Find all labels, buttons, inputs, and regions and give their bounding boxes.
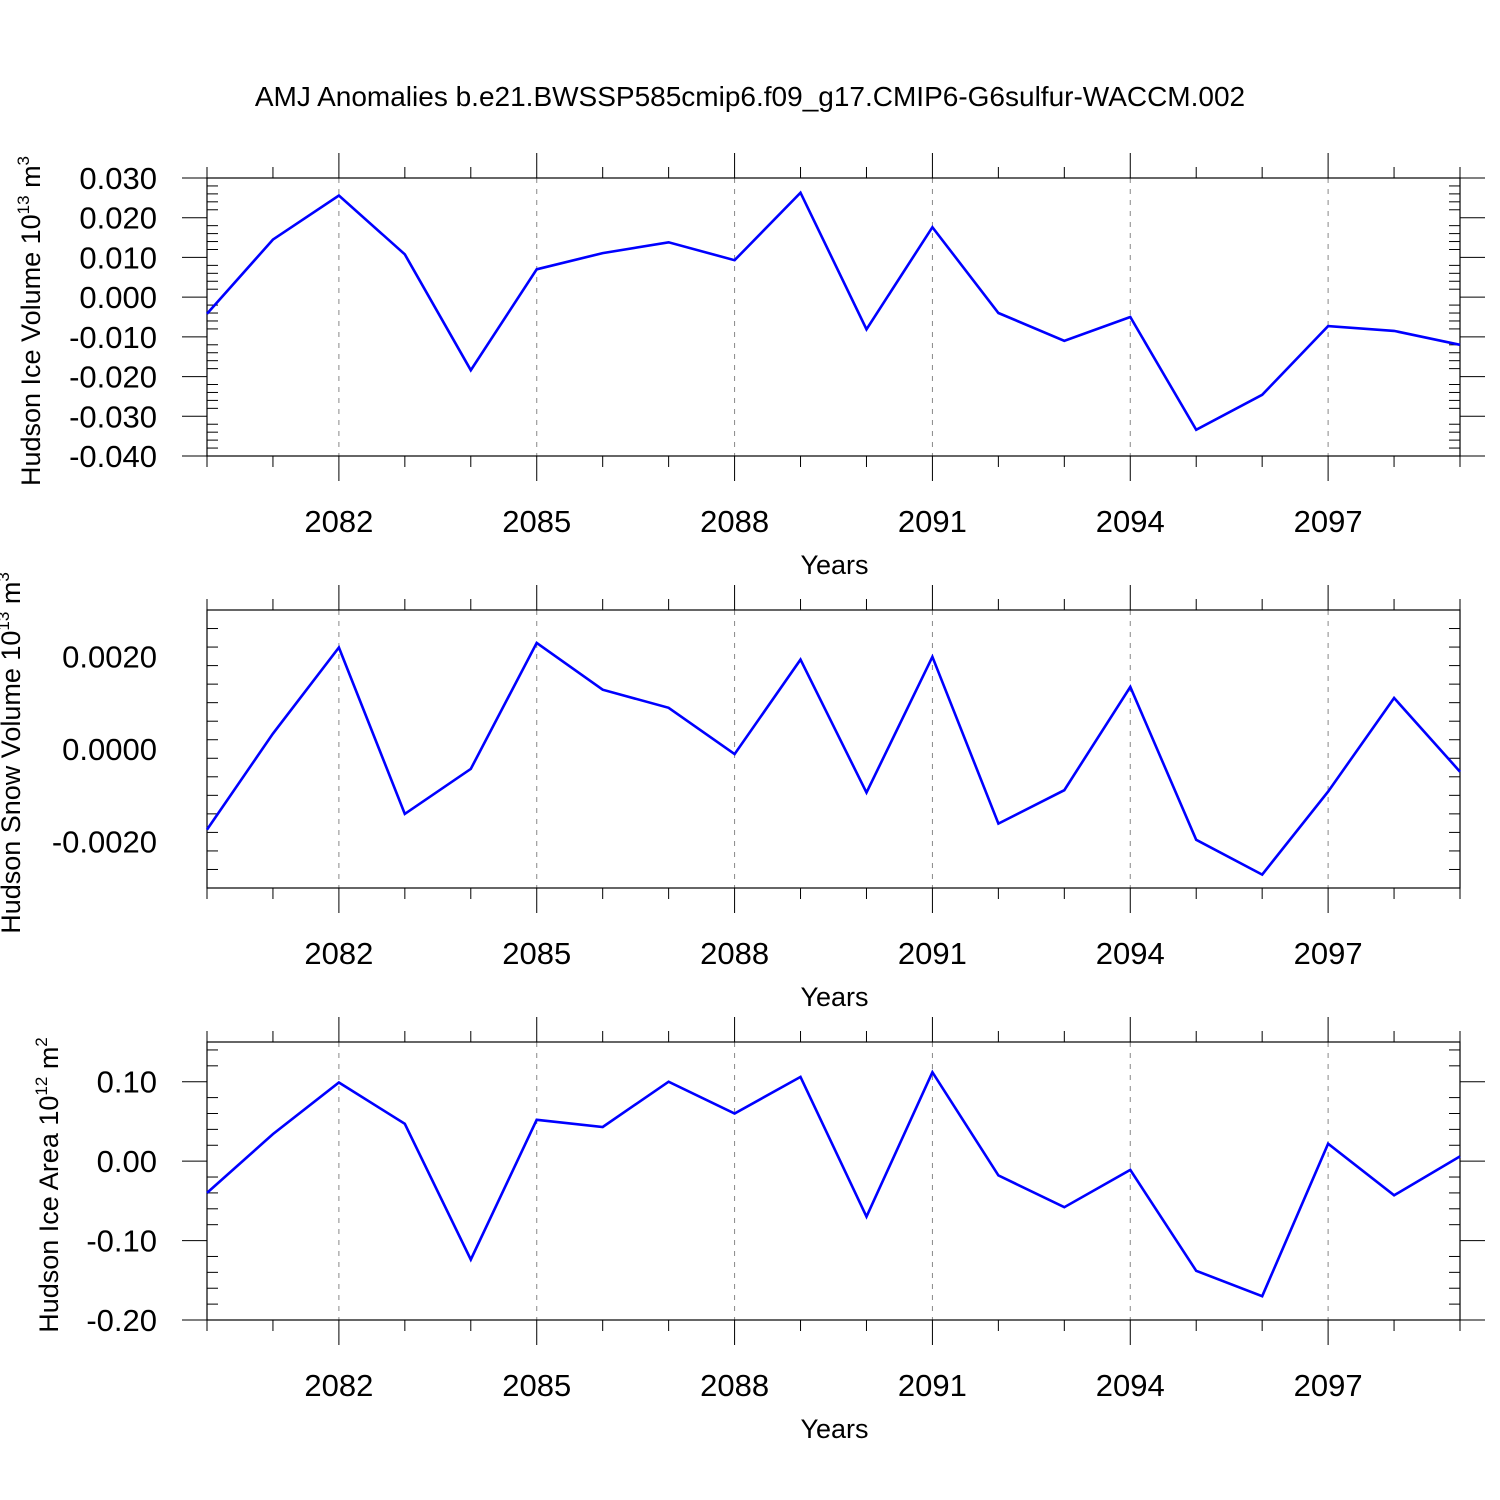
y-axis-label-part: m — [16, 165, 46, 195]
x-tick-label: 2088 — [700, 936, 769, 971]
y-tick-label: 0.000 — [79, 280, 157, 315]
y-axis-label-part: m — [0, 582, 26, 612]
x-axis-label: Years — [800, 982, 868, 1012]
y-tick-label: 0.00 — [97, 1144, 157, 1179]
x-tick-label: 2094 — [1096, 936, 1165, 971]
x-tick-label: 2082 — [304, 504, 373, 539]
y-tick-label: 0.030 — [79, 161, 157, 196]
plot-frame — [206, 609, 1461, 889]
x-tick-label: 2097 — [1294, 1368, 1363, 1403]
y-tick-label: -0.020 — [69, 360, 157, 395]
y-axis-label: Hudson Snow Volume 1013 m3 — [0, 572, 26, 934]
x-tick-label: 2097 — [1294, 936, 1363, 971]
y-tick-label: 0.020 — [79, 201, 157, 236]
y-axis-label-part: Hudson Ice Area 10 — [34, 1096, 64, 1333]
chart-panel-2: -0.0020 0.0000 0.0020 2082 2085 2088 2091 2094 2… — [0, 572, 1461, 1012]
y-axis-label-part: 12 — [32, 1077, 51, 1096]
data-series-line — [206, 190, 1461, 432]
x-tick-label: 2091 — [898, 936, 967, 971]
y-axis-label: Hudson Ice Area 1012 m2 — [32, 1037, 64, 1333]
chart-panel-1: -0.040 -0.030 -0.020 -0.010 0.000 0.010 0.020 0… — [14, 153, 1485, 580]
x-tick-label: 2085 — [502, 936, 571, 971]
y-tick-label: -0.10 — [86, 1224, 157, 1259]
x-tick-label: 2091 — [898, 1368, 967, 1403]
y-tick-label: 0.10 — [97, 1065, 157, 1100]
figure-title: AMJ Anomalies b.e21.BWSSP585cmip6.f09_g1… — [255, 81, 1245, 112]
data-series-line — [206, 1069, 1461, 1298]
x-axis-label: Years — [800, 1414, 868, 1444]
y-axis-label-part: 13 — [0, 612, 13, 631]
x-tick-label: 2082 — [304, 1368, 373, 1403]
x-tick-label: 2091 — [898, 504, 967, 539]
x-tick-label: 2088 — [700, 1368, 769, 1403]
x-tick-label: 2082 — [304, 936, 373, 971]
x-tick-label: 2085 — [502, 504, 571, 539]
y-tick-label: 0.0000 — [62, 732, 157, 767]
y-tick-label: -0.20 — [86, 1303, 157, 1338]
y-axis-label-part: m — [34, 1047, 64, 1077]
y-axis-label-part: 3 — [14, 156, 33, 165]
x-tick-label: 2094 — [1096, 1368, 1165, 1403]
data-series-line — [205, 640, 1461, 877]
y-tick-label: -0.010 — [69, 320, 157, 355]
x-tick-label: 2097 — [1294, 504, 1363, 539]
y-tick-label: 0.010 — [79, 240, 157, 275]
y-tick-label: -0.030 — [69, 399, 157, 434]
y-axis-label-part: 13 — [14, 195, 33, 214]
y-tick-label: -0.0020 — [52, 825, 157, 860]
x-tick-label: 2088 — [700, 504, 769, 539]
y-axis-label-part: Hudson Ice Volume 10 — [16, 214, 46, 486]
y-tick-label: 0.0020 — [62, 639, 157, 674]
y-axis-label-part: 3 — [0, 572, 13, 581]
y-axis-label-part: Hudson Snow Volume 10 — [0, 631, 26, 934]
chart-panels: -0.040 -0.030 -0.020 -0.010 0.000 0.010 0.020 0… — [0, 153, 1485, 1444]
y-axis-label-part: 2 — [32, 1037, 51, 1046]
chart-panel-3: -0.20 -0.10 0.00 0.10 2082 2085 2088 2091 2094 20… — [32, 1017, 1485, 1444]
x-tick-label: 2085 — [502, 1368, 571, 1403]
plot-frame — [206, 177, 1461, 457]
x-axis-label: Years — [800, 550, 868, 580]
y-axis-label: Hudson Ice Volume 1013 m3 — [14, 156, 46, 486]
plot-frame — [206, 1041, 1461, 1321]
x-tick-label: 2094 — [1096, 504, 1165, 539]
y-tick-label: -0.040 — [69, 439, 157, 474]
